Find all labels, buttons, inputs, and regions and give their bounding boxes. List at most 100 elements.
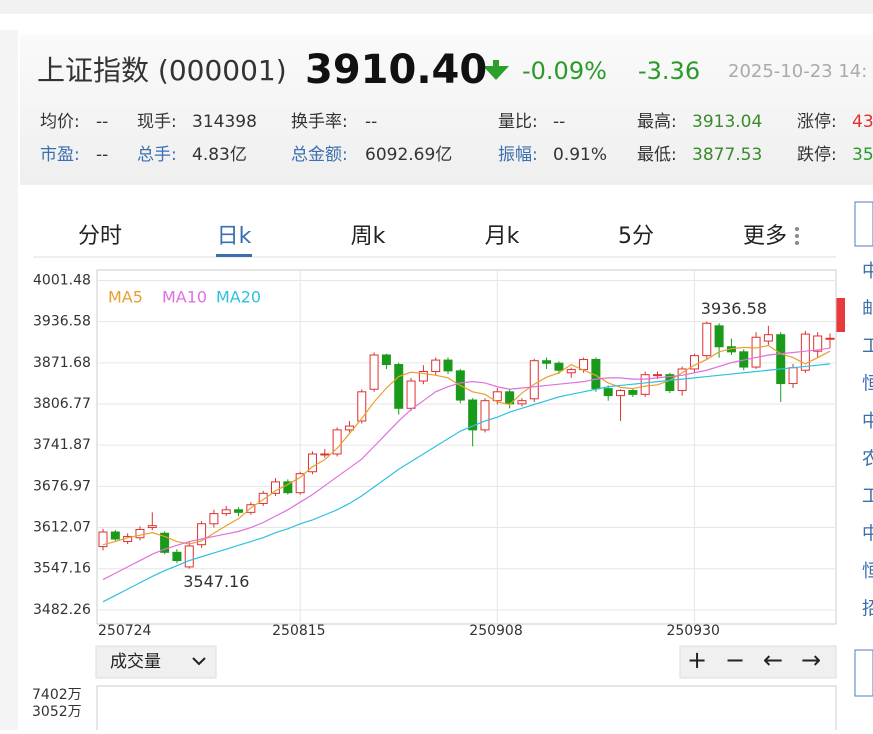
candle-body: [147, 525, 157, 529]
candle-body: [468, 399, 478, 431]
tab[interactable]: 周k: [351, 224, 386, 249]
side-item: 中: [862, 411, 873, 432]
control-button[interactable]: −: [725, 646, 745, 674]
side-item: 恒: [862, 561, 873, 582]
stat-value: --: [365, 112, 377, 132]
candle-body: [554, 362, 564, 371]
candle-body: [271, 481, 281, 494]
side-item: 工: [862, 486, 873, 507]
stat-value: 3877.53: [692, 145, 762, 165]
y-tick-label: 3547.16: [33, 561, 91, 577]
stat-label: 现手:: [137, 112, 177, 132]
side-item: 农: [862, 449, 873, 470]
y-tick-label: 3676.97: [33, 478, 91, 494]
candle-body: [98, 531, 108, 548]
y-tick-label: 3806.77: [33, 396, 91, 412]
dropdown-arrow: [192, 657, 206, 666]
candle-body: [689, 355, 699, 370]
candle-body: [209, 513, 219, 525]
down-arrow: [483, 60, 509, 80]
stat-value: 43: [852, 112, 873, 132]
change: -3.36: [638, 57, 700, 85]
y-tick-label: 3612.07: [33, 520, 91, 536]
annotation: 3547.16: [183, 572, 249, 591]
more-dot: [795, 234, 799, 238]
candle-body: [788, 367, 798, 385]
stat-value: 314398: [192, 112, 257, 132]
candle-body: [566, 369, 576, 374]
stat-label: 最低:: [637, 145, 677, 165]
y-tick-label: 3871.68: [33, 355, 91, 371]
more-dot: [795, 241, 799, 245]
side-item: 恒: [862, 374, 873, 395]
stat-label: 总手:: [137, 145, 177, 165]
stat-label: 最高:: [637, 112, 677, 132]
tab[interactable]: 月k: [485, 224, 520, 249]
annotation: 3936.58: [701, 299, 767, 318]
candle-body: [172, 551, 182, 562]
candle-body: [234, 509, 244, 513]
candle-body: [369, 354, 379, 390]
stat-label: 总金额:: [291, 145, 348, 165]
tab[interactable]: 更多: [743, 224, 787, 249]
candle-body: [579, 358, 589, 371]
candle-body: [283, 481, 293, 494]
stat-label: 市盈:: [40, 145, 80, 165]
candle-body: [751, 336, 761, 368]
side-item: 工: [862, 336, 873, 357]
stat-value: 0.91%: [553, 145, 607, 165]
tab-underline: [216, 254, 252, 257]
pct: -0.09%: [522, 57, 607, 85]
side-box: [854, 201, 873, 247]
volume-tick-label: 3052万: [32, 704, 82, 720]
legend-entry: MA5: [108, 288, 143, 307]
stat-value: --: [96, 112, 108, 132]
stat-value: 6092.69亿: [365, 145, 452, 165]
tab[interactable]: 5分: [618, 224, 654, 249]
side-item: 中: [862, 524, 873, 545]
candle-body: [763, 334, 773, 342]
tab[interactable]: 日k: [217, 224, 252, 249]
candle-body: [320, 453, 330, 456]
price: 3910.40: [305, 47, 487, 93]
legend-entry: MA20: [216, 288, 261, 307]
control-button[interactable]: →: [801, 646, 821, 674]
button-group: [679, 645, 837, 679]
candle-body: [418, 371, 428, 382]
candle-body: [295, 473, 305, 494]
x-tick-label: 250908: [469, 623, 522, 639]
volume-tick-label: 7402万: [32, 687, 82, 703]
header: [20, 35, 873, 185]
candle-body: [825, 337, 835, 340]
candle-body: [406, 380, 416, 409]
ma-line: [102, 347, 831, 581]
ma-line: [102, 363, 831, 603]
candle-body: [443, 359, 453, 372]
stat-label: 量比:: [498, 112, 538, 132]
left-strip: [0, 30, 18, 730]
chart-frame: [96, 269, 837, 625]
stat-label: 振幅:: [498, 145, 538, 165]
candle-body: [800, 333, 810, 371]
side-item: 中: [862, 261, 873, 282]
volume-frame: [96, 685, 837, 734]
side-marker: [836, 298, 845, 332]
legend-entry: MA10: [162, 288, 207, 307]
ma-line: [102, 344, 831, 546]
candle-body: [517, 400, 527, 405]
control-button[interactable]: ←: [763, 646, 783, 674]
tab[interactable]: 分时: [78, 224, 122, 249]
top-bar: [0, 0, 873, 14]
stat-label: 跌停:: [797, 145, 837, 165]
candle-body: [542, 360, 552, 364]
candle-body: [160, 532, 170, 553]
candle-body: [135, 528, 145, 539]
stat-label: 均价:: [40, 112, 80, 132]
control-button[interactable]: +: [687, 646, 707, 674]
x-tick-label: 250815: [272, 623, 325, 639]
side-item: 招: [862, 599, 873, 620]
stat-value: 3913.04: [692, 112, 762, 132]
candle-body: [197, 523, 207, 546]
candle-body: [480, 400, 490, 431]
